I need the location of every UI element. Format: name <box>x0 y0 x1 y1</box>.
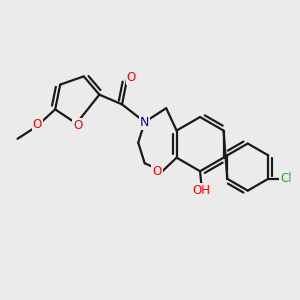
Text: Cl: Cl <box>280 172 292 185</box>
Text: O: O <box>127 71 136 84</box>
Text: O: O <box>33 118 42 131</box>
Text: OH: OH <box>193 184 211 197</box>
Text: N: N <box>140 116 149 128</box>
Text: O: O <box>73 119 83 132</box>
Text: O: O <box>152 165 162 178</box>
